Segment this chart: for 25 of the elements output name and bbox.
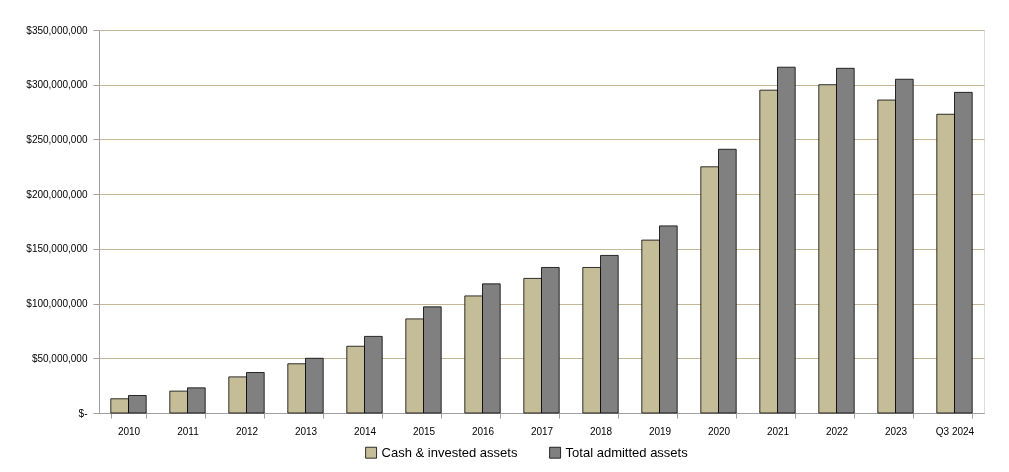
x-tick-label: Q3 2024 xyxy=(935,425,975,437)
y-tick-label: $- xyxy=(78,407,88,419)
y-tick-label: $300,000,000 xyxy=(26,79,88,91)
x-tick-label: 2019 xyxy=(648,425,672,437)
x-tick-label: 2014 xyxy=(353,425,377,437)
legend-label: Total admitted assets xyxy=(565,444,689,460)
y-tick-label: $200,000,000 xyxy=(26,188,88,200)
y-tick-label: $50,000,000 xyxy=(31,352,88,364)
x-tick-label: 2013 xyxy=(294,425,318,437)
y-tick-label: $350,000,000 xyxy=(26,24,88,36)
y-tick-label: $250,000,000 xyxy=(26,133,88,145)
x-tick-label: 2023 xyxy=(884,425,908,437)
x-tick-label: 2017 xyxy=(530,425,554,437)
x-tick-label: 2012 xyxy=(235,425,259,437)
x-tick-label: 2011 xyxy=(177,425,200,437)
y-tick-label: $150,000,000 xyxy=(26,243,88,255)
legend-label: Cash & invested assets xyxy=(381,444,518,460)
x-tick-label: 2020 xyxy=(707,425,731,437)
x-tick-label: 2022 xyxy=(825,425,849,437)
x-tick-label: 2015 xyxy=(412,425,436,437)
x-tick-label: 2018 xyxy=(589,425,613,437)
x-tick-label: 2021 xyxy=(766,425,790,437)
x-tick-label: 2016 xyxy=(471,425,495,437)
y-tick-label: $100,000,000 xyxy=(26,298,88,310)
x-tick-label: 2010 xyxy=(117,425,141,437)
